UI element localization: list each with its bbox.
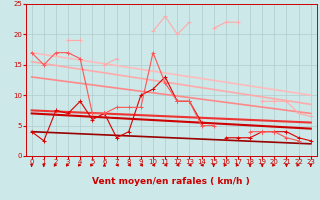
X-axis label: Vent moyen/en rafales ( km/h ): Vent moyen/en rafales ( km/h ) bbox=[92, 177, 250, 186]
